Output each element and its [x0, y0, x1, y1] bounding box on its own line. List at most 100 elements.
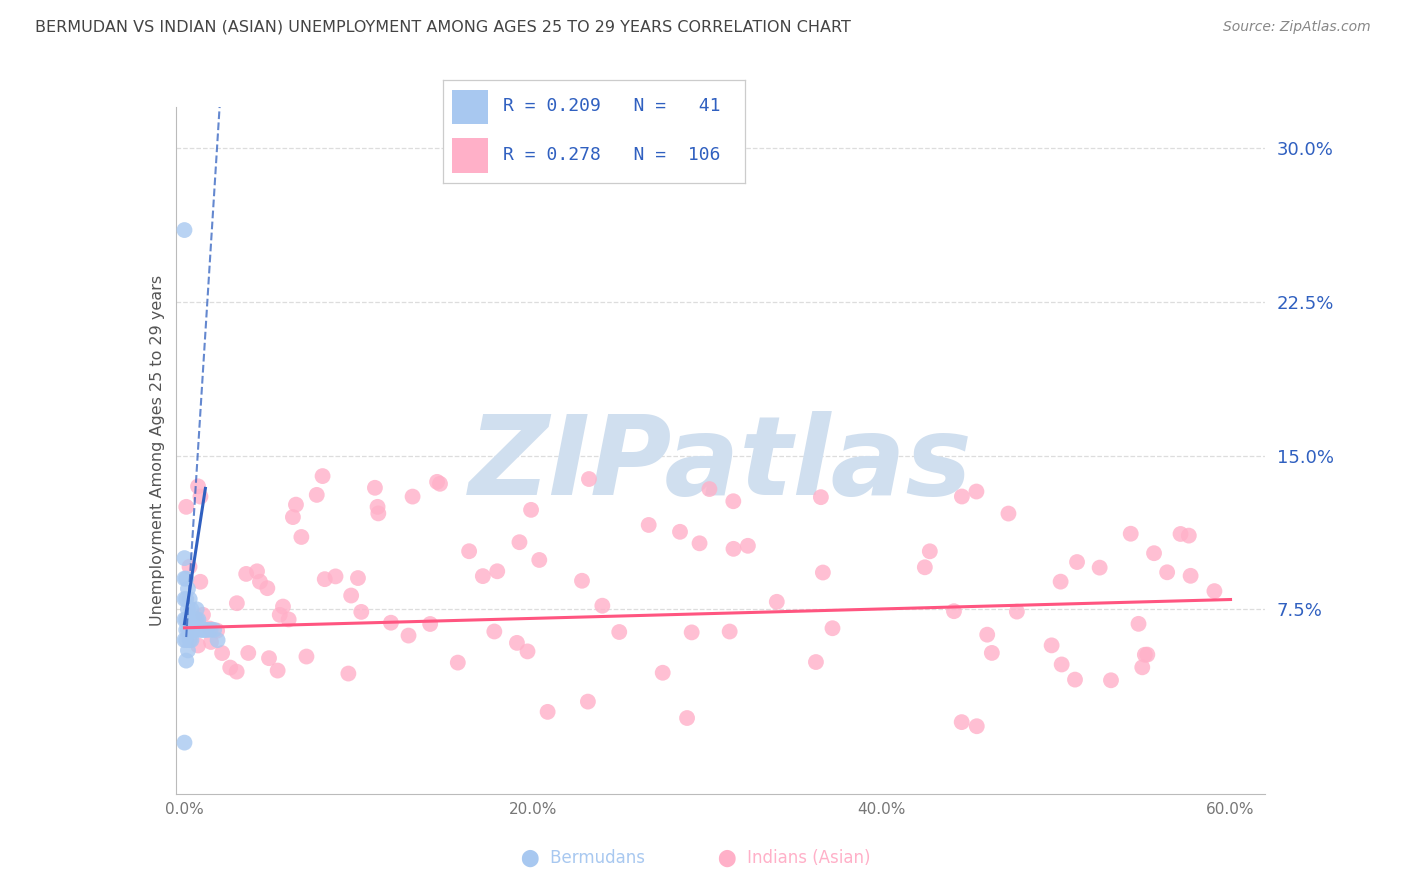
Text: BERMUDAN VS INDIAN (ASIAN) UNEMPLOYMENT AMONG AGES 25 TO 29 YEARS CORRELATION CH: BERMUDAN VS INDIAN (ASIAN) UNEMPLOYMENT … — [35, 20, 851, 35]
Point — [179, 623, 201, 637]
Point — [257, 651, 280, 665]
Point — [173, 572, 195, 586]
Point — [914, 560, 936, 574]
Point — [1128, 616, 1150, 631]
Point — [190, 490, 212, 504]
Point — [1050, 657, 1073, 672]
Point — [340, 589, 363, 603]
Point — [576, 695, 599, 709]
Point — [1119, 526, 1142, 541]
Point — [173, 551, 195, 566]
Point — [471, 569, 494, 583]
Point — [191, 623, 214, 637]
Point — [486, 564, 509, 578]
Point — [976, 628, 998, 642]
Point — [173, 736, 195, 750]
Point — [529, 553, 551, 567]
Point — [173, 633, 195, 648]
Point — [180, 623, 202, 637]
Point — [198, 622, 221, 636]
Point — [281, 510, 304, 524]
Point — [174, 572, 197, 586]
Point — [367, 507, 389, 521]
Point — [337, 666, 360, 681]
Point — [225, 596, 247, 610]
Point — [188, 574, 211, 589]
Point — [676, 711, 699, 725]
Point — [207, 633, 229, 648]
Point — [571, 574, 593, 588]
Point — [966, 719, 988, 733]
Point — [1088, 560, 1111, 574]
Text: R = 0.278   N =  106: R = 0.278 N = 106 — [503, 145, 721, 163]
Point — [180, 633, 202, 648]
Point — [187, 479, 209, 493]
Point — [508, 535, 530, 549]
Point — [177, 582, 200, 596]
Point — [1040, 639, 1063, 653]
Point — [219, 660, 242, 674]
Point — [179, 613, 201, 627]
Point — [380, 615, 402, 630]
Point — [179, 592, 201, 607]
Point — [177, 643, 200, 657]
Text: ⬤  Indians (Asian): ⬤ Indians (Asian) — [718, 849, 870, 867]
Point — [295, 649, 318, 664]
Point — [290, 530, 312, 544]
Point — [723, 494, 745, 508]
Point — [200, 623, 222, 637]
Point — [174, 613, 197, 627]
Point — [284, 498, 307, 512]
Point — [950, 715, 973, 730]
Point — [325, 569, 347, 583]
Point — [314, 572, 336, 586]
Point — [238, 646, 260, 660]
Point — [174, 633, 197, 648]
Point — [398, 629, 420, 643]
Point — [651, 665, 673, 680]
Point — [174, 623, 197, 637]
Text: ⬤  Bermudans: ⬤ Bermudans — [522, 849, 645, 867]
Point — [536, 705, 558, 719]
Point — [202, 623, 225, 637]
Point — [367, 500, 389, 514]
Point — [458, 544, 481, 558]
Point — [699, 482, 721, 496]
Point — [1099, 673, 1122, 688]
Point — [186, 613, 208, 627]
Point — [184, 613, 207, 627]
Point — [765, 595, 787, 609]
Point — [1143, 546, 1166, 560]
Point — [1130, 660, 1153, 674]
Point — [191, 607, 214, 622]
Point — [195, 623, 218, 637]
Point — [681, 625, 703, 640]
Point — [591, 599, 613, 613]
Point — [177, 602, 200, 616]
Point — [737, 539, 759, 553]
Point — [1180, 569, 1202, 583]
Point — [177, 623, 200, 637]
Point — [1156, 566, 1178, 580]
Point — [187, 639, 209, 653]
Point — [484, 624, 506, 639]
Point — [311, 469, 333, 483]
Point — [256, 581, 278, 595]
Point — [266, 664, 288, 678]
Point — [419, 617, 441, 632]
Point — [516, 644, 538, 658]
Point — [804, 655, 827, 669]
Point — [269, 607, 291, 622]
Point — [997, 507, 1019, 521]
Point — [980, 646, 1002, 660]
Point — [225, 665, 247, 679]
Point — [180, 602, 202, 616]
Point — [173, 613, 195, 627]
Point — [506, 636, 529, 650]
Point — [669, 524, 692, 539]
Point — [173, 592, 195, 607]
Point — [1136, 648, 1159, 662]
Point — [520, 503, 543, 517]
Point — [179, 559, 201, 574]
Point — [429, 476, 451, 491]
